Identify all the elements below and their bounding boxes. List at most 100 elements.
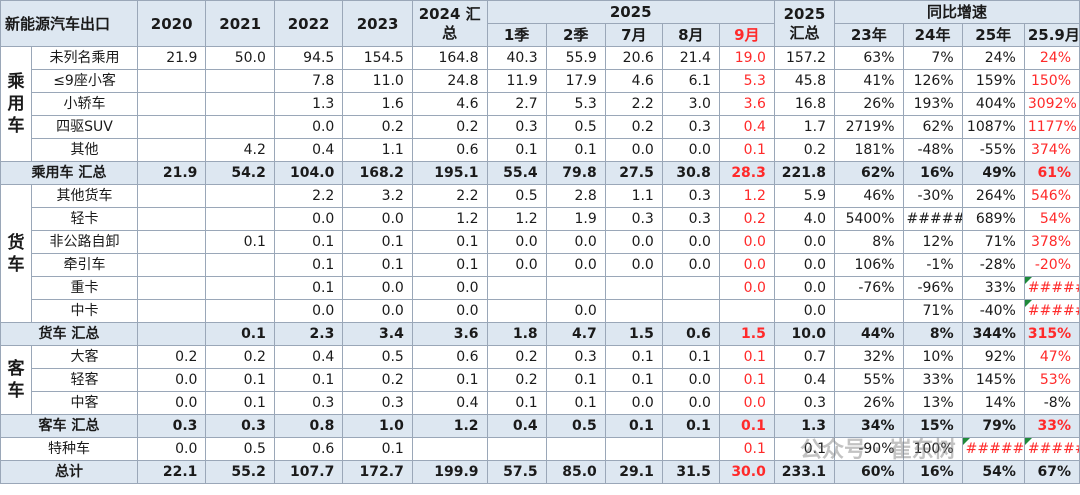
table-cell (205, 92, 275, 116)
table-cell: 94.5 (273, 46, 344, 70)
table-cell: 0.1 (604, 368, 663, 392)
table-cell: 4.6 (604, 69, 663, 93)
table-cell: 0.1 (342, 437, 413, 461)
table-cell: 0.0 (136, 368, 207, 392)
row-label: 大客 (31, 345, 138, 369)
table-cell: 1087% (961, 115, 1025, 139)
table-cell: 27.5 (604, 161, 663, 185)
table-cell: 19.0 (718, 46, 775, 70)
table-cell: 61% (1023, 161, 1080, 185)
table-cell: 157.2 (773, 46, 836, 70)
table-cell: 0.1 (273, 276, 344, 300)
table-cell: 0.0 (411, 276, 488, 300)
table-cell: 2719% (834, 115, 904, 139)
table-cell: 3.0 (661, 92, 720, 116)
table-cell: 1.2 (718, 184, 775, 208)
table-row: ≤9座小客 7.8 11.0 24.8 11.9 17.9 4.6 6.1 5.3 45.8 41%… (1, 69, 1080, 93)
table-cell: 24.8 (411, 69, 488, 93)
table-cell: 1.7 (773, 115, 836, 139)
row-label: 乘用车 汇总 (0, 161, 138, 185)
table-cell (136, 299, 207, 323)
table-cell: 404% (961, 92, 1025, 116)
table-cell: 24% (961, 46, 1025, 70)
table-row: 小轿车 1.3 1.6 4.6 2.7 5.3 2.2 3.0 3.6 16.8 26% 193% 40… (1, 92, 1080, 116)
row-label: 特种车 (0, 437, 138, 461)
table-cell (136, 230, 207, 254)
table-cell: 0.5 (205, 437, 275, 461)
col-2024-sum: 2024 汇总 (411, 0, 488, 47)
table-cell: 15% (902, 414, 963, 438)
table-cell: 4.7 (545, 322, 606, 346)
table-cell: ##### (1023, 276, 1080, 300)
table-cell: 0.1 (545, 391, 606, 415)
table-row: 轻卡 0.0 0.0 1.2 1.2 1.9 0.3 0.3 0.2 4.0 5400% ##### 6… (1, 207, 1080, 231)
row-label: 小轿车 (31, 92, 138, 116)
table-cell: 7.8 (273, 69, 344, 93)
table-cell: 0.0 (773, 230, 836, 254)
table-cell: 0.0 (342, 299, 413, 323)
table-cell: 13% (902, 391, 963, 415)
table-cell: 0.1 (273, 230, 344, 254)
table-cell: 233.1 (773, 460, 836, 484)
row-label: 中客 (31, 391, 138, 415)
table-cell: 1.5 (604, 322, 663, 346)
table-cell: 0.2 (205, 345, 275, 369)
table-cell: 41% (834, 69, 904, 93)
table-cell (661, 299, 720, 323)
table-cell: 154.5 (342, 46, 413, 70)
row-label: 总计 (0, 460, 138, 484)
table-cell: 33% (961, 276, 1025, 300)
table-cell (205, 69, 275, 93)
table-cell: 0.1 (411, 230, 488, 254)
table-cell: 126% (902, 69, 963, 93)
table-cell (486, 437, 547, 461)
table-cell: 0.0 (273, 115, 344, 139)
table-cell: 40.3 (486, 46, 547, 70)
table-cell: 0.0 (661, 230, 720, 254)
table-cell: 0.1 (342, 253, 413, 277)
table-cell (136, 207, 207, 231)
table-cell: 150% (1023, 69, 1080, 93)
table-cell: 0.1 (773, 437, 836, 461)
table-cell: 0.2 (486, 368, 547, 392)
table-cell: 0.1 (273, 368, 344, 392)
table-cell: 3092% (1023, 92, 1080, 116)
table-cell: 2.3 (273, 322, 344, 346)
table-cell: 0.3 (661, 115, 720, 139)
col-jul: 7月 (604, 23, 663, 47)
table-cell: 47% (1023, 345, 1080, 369)
table-cell: ##### (902, 207, 963, 231)
table-cell (136, 184, 207, 208)
table-cell (545, 437, 606, 461)
col-sep: 9月 (718, 23, 775, 47)
table-cell: 0.0 (342, 207, 413, 231)
col-yoy-25: 25年 (961, 23, 1025, 47)
table-cell: 0.6 (661, 322, 720, 346)
table-cell: 0.1 (411, 368, 488, 392)
col-2022: 2022 (273, 0, 344, 47)
table-cell: 2.8 (545, 184, 606, 208)
table-cell: 22.1 (136, 460, 207, 484)
table-cell: 0.6 (273, 437, 344, 461)
table-cell: 30.8 (661, 161, 720, 185)
table-cell: 55.2 (205, 460, 275, 484)
table-cell (604, 437, 663, 461)
table-cell: 181% (834, 138, 904, 162)
table-cell: 1177% (1023, 115, 1080, 139)
table-cell: 0.0 (773, 299, 836, 323)
col-q1: 1季 (486, 23, 547, 47)
table-cell: 0.0 (718, 391, 775, 415)
table-cell: 199.9 (411, 460, 488, 484)
table-cell: 5.3 (545, 92, 606, 116)
table-cell (136, 253, 207, 277)
table-cell: 62% (834, 161, 904, 185)
table-cell (661, 437, 720, 461)
table-cell: 45.8 (773, 69, 836, 93)
table-row: 牵引车 0.1 0.1 0.1 0.0 0.0 0.0 0.0 0.0 0.0 106% -1% -28… (1, 253, 1080, 277)
table-cell: 16% (902, 460, 963, 484)
table-cell: 0.3 (661, 184, 720, 208)
row-label: 四驱SUV (31, 115, 138, 139)
header-row-1: 新能源汽车出口 2020 2021 2022 2023 2024 汇总 2025… (0, 0, 1080, 47)
table-cell (604, 299, 663, 323)
table-cell: 0.1 (718, 414, 775, 438)
